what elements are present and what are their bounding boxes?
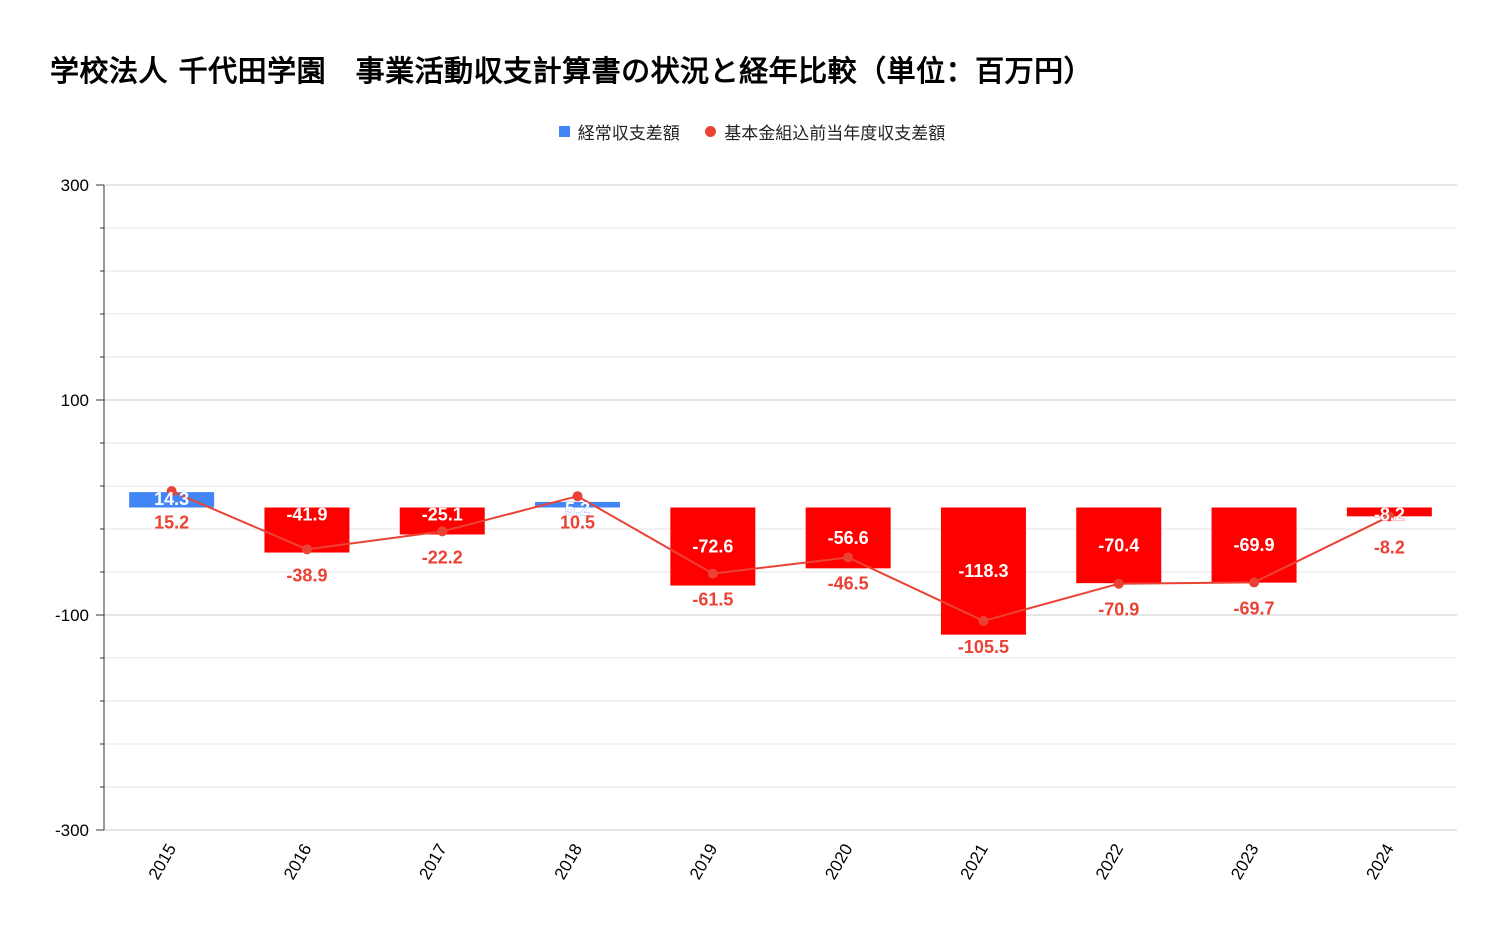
x-tick-label: 2024 [1362,841,1397,883]
line-value-label: -22.2 [422,547,463,567]
x-tick-label: 2019 [686,841,721,883]
line-value-label: -38.9 [286,565,327,585]
line-value-label: -61.5 [692,590,733,610]
line-value-label: -8.2 [1374,537,1405,557]
x-tick-label: 2020 [821,841,856,883]
legend-label-annual-balance: 基本金組込前当年度収支差額 [724,124,946,144]
line-point [301,544,312,555]
legend-swatch-bar [558,126,570,137]
bar-value-label: 14.3 [154,489,189,509]
legend-swatch-line [705,126,717,137]
legend-item-operating-balance[interactable]: 経常収支差額 [558,119,680,144]
bar-value-label: -8.2 [1374,505,1405,525]
bar-value-label: -41.9 [286,505,327,525]
bar-value-label: -70.4 [1098,535,1139,555]
bar-value-label: -56.6 [828,528,869,548]
line-series-path [171,490,1390,622]
legend-label-operating-balance: 経常収支差額 [577,124,680,144]
line-value-label: -70.9 [1098,600,1139,620]
line-point [843,552,854,563]
bar [1076,507,1162,584]
x-tick-label: 2022 [1092,841,1127,883]
x-tick-label: 2023 [1227,841,1262,883]
x-tick-label: 2018 [551,841,586,883]
line-value-label: -105.5 [958,637,1009,657]
y-tick-label: -300 [55,821,89,840]
line-point [166,486,177,497]
x-tick-label: 2016 [280,841,315,883]
y-tick-label: 300 [61,176,89,195]
line-value-label: -69.7 [1234,598,1275,618]
bar-value-label: -118.3 [958,561,1008,581]
line-point [1113,578,1124,589]
bar [129,492,215,508]
line-point [437,526,448,537]
line-point [572,491,583,502]
line-value-label: 15.2 [154,513,189,533]
bar-value-label: -72.6 [692,537,733,557]
line-point [707,568,718,579]
y-tick-label: 100 [61,391,89,410]
bar [535,501,621,508]
x-tick-label: 2021 [957,840,992,882]
x-tick-label: 2015 [145,841,180,883]
line-point [1249,577,1260,588]
bar [1211,507,1297,583]
bar-value-label: 5.2 [565,499,590,519]
line-value-label: -46.5 [828,573,869,593]
bar-value-label: -69.9 [1234,535,1275,555]
line-point [1384,511,1395,522]
chart-legend: 経常収支差額 基本金組込前当年度収支差額 [0,119,1504,144]
y-tick-label: -100 [55,606,89,625]
chart-title: 学校法人 千代田学園 事業活動収支計算書の状況と経年比較（単位：百万円） [50,54,1094,88]
line-point [978,615,989,626]
x-tick-label: 2017 [415,841,450,883]
line-value-label: 10.5 [560,513,595,533]
bar-value-label: -25.1 [422,505,463,525]
legend-item-annual-balance[interactable]: 基本金組込前当年度収支差額 [705,119,945,144]
